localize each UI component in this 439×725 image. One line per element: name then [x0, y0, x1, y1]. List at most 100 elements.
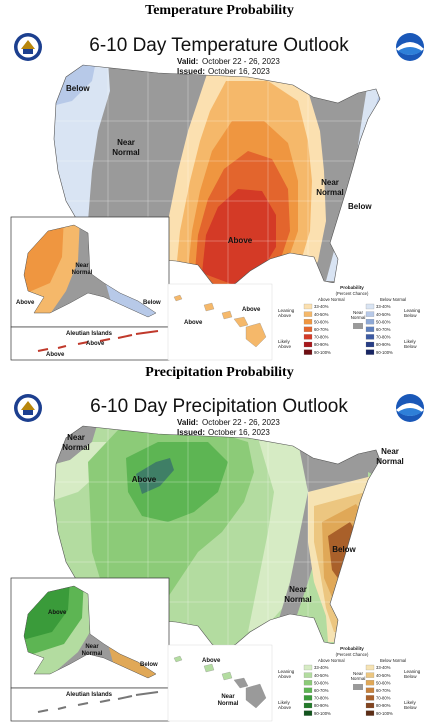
- legend-swatch-left-2: [303, 680, 313, 686]
- legend-range-right-5: 80-90%: [376, 703, 391, 708]
- legend-title: Probability: [340, 646, 364, 651]
- legend-range-left-2: 50-60%: [314, 680, 329, 685]
- legend-likely-left: Likely Above: [278, 339, 291, 349]
- legend-likely-right: Likely Below: [404, 339, 417, 349]
- temperature-legend: Probability (Percent Chance) Above Norma…: [276, 283, 429, 359]
- ak-temp-label-below: Below: [143, 300, 161, 306]
- precipitation-valid-value: October 22 - 26, 2023: [202, 418, 280, 427]
- legend-swatch-right-4: [365, 334, 375, 340]
- legend-col-right: Below Normal: [380, 297, 406, 302]
- legend-swatch-left-6: [303, 710, 313, 716]
- temperature-issued-value: October 16, 2023: [208, 67, 270, 76]
- legend-swatch-left-0: [303, 303, 313, 310]
- legend-swatch-right-6: [365, 710, 375, 716]
- legend-near-swatch: [353, 684, 363, 690]
- legend-range-right-6: 90-100%: [376, 350, 393, 355]
- legend-swatch-left-5: [303, 341, 313, 348]
- legend-range-right-4: 70-80%: [376, 696, 391, 701]
- legend-swatch-left-4: [303, 334, 313, 340]
- temp-label-above-center: Above: [228, 236, 253, 245]
- legend-range-right-3: 60-70%: [376, 327, 391, 332]
- precip-label-near-e: Near Normal: [284, 585, 312, 604]
- legend-range-left-3: 60-70%: [314, 327, 329, 332]
- legend-leaning-left: Leaning Above: [278, 669, 295, 679]
- legend-range-right-0: 33-40%: [376, 304, 391, 309]
- legend-range-left-1: 40-50%: [314, 312, 329, 317]
- precipitation-map-title: 6-10 Day Precipitation Outlook: [90, 396, 348, 417]
- hi-precip-label-near: Near Normal: [218, 694, 239, 707]
- legend-leaning-right: Leaning Below: [404, 669, 421, 679]
- legend-range-left-3: 60-70%: [314, 688, 329, 693]
- temp-label-below-nw: Below: [66, 84, 90, 93]
- legend-title: Probability: [340, 285, 364, 290]
- state-boundaries: [54, 426, 380, 652]
- state-boundaries: [54, 65, 380, 291]
- legend-leaning-right: Leaning Below: [404, 308, 421, 318]
- legend-swatch-left-3: [303, 326, 313, 332]
- legend-range-left-6: 90-100%: [314, 350, 331, 355]
- legend-range-left-2: 50-60%: [314, 319, 329, 324]
- legend-near-label: Near Normal: [351, 671, 366, 681]
- legend-swatch-right-5: [365, 341, 375, 348]
- legend-range-left-6: 90-100%: [314, 711, 331, 716]
- hi-temp-label-above: Above: [242, 307, 261, 313]
- legend-range-right-1: 40-50%: [376, 312, 391, 317]
- legend-col-right: Below Normal: [380, 658, 406, 663]
- legend-swatch-right-5: [365, 702, 375, 709]
- ak-precip-label-below: Below: [140, 662, 158, 668]
- temp-label-near-normal-w: Near Normal: [112, 138, 140, 157]
- precipitation-legend: Probability (Percent Chance) Above Norma…: [276, 644, 429, 720]
- temperature-valid-value: October 22 - 26, 2023: [202, 57, 280, 66]
- temperature-issued-label: Issued:: [177, 67, 205, 76]
- legend-range-left-0: 33-40%: [314, 665, 329, 670]
- legend-range-left-4: 70-80%: [314, 696, 329, 701]
- legend-range-left-4: 70-80%: [314, 335, 329, 340]
- legend-swatch-right-6: [365, 349, 375, 355]
- legend-swatch-left-3: [303, 687, 313, 693]
- noaa-logo-icon: [396, 394, 424, 422]
- aleutian-temp-above: Above: [46, 352, 65, 358]
- legend-range-right-2: 50-60%: [376, 319, 391, 324]
- legend-subtitle: (Percent Chance): [336, 652, 369, 657]
- temperature-section-title: Temperature Probability: [145, 3, 294, 18]
- legend-range-right-5: 80-90%: [376, 342, 391, 347]
- legend-swatch-left-2: [303, 319, 313, 325]
- legend-range-left-1: 40-50%: [314, 673, 329, 678]
- precipitation-valid-label: Valid:: [177, 418, 198, 427]
- legend-swatch-left-5: [303, 702, 313, 709]
- legend-swatch-left-0: [303, 664, 313, 671]
- legend-swatch-right-4: [365, 695, 375, 701]
- ak-precip-label-above: Above: [48, 610, 67, 616]
- temp-label-near-normal-e: Near Normal: [316, 178, 344, 197]
- hi-temp-label-above-2: Above: [184, 320, 203, 326]
- legend-near-swatch: [353, 323, 363, 329]
- legend-range-left-5: 80-90%: [314, 703, 329, 708]
- ak-temp-label-near: Near Normal: [72, 263, 93, 276]
- precipitation-issued-label: Issued:: [177, 428, 205, 437]
- legend-likely-right: Likely Below: [404, 700, 417, 710]
- precip-label-near-nw: Near Normal: [62, 433, 90, 452]
- legend-swatch-right-1: [365, 672, 375, 678]
- legend-range-left-5: 80-90%: [314, 342, 329, 347]
- aleutian-inset: Aleutian Islands Above Above: [10, 326, 170, 361]
- legend-col-left: Above Normal: [318, 297, 345, 302]
- ak-precip-label-near: Near Normal: [82, 644, 103, 657]
- legend-range-right-3: 60-70%: [376, 688, 391, 693]
- legend-likely-left: Likely Above: [278, 700, 291, 710]
- legend-swatch-left-1: [303, 311, 313, 317]
- legend-subtitle: (Percent Chance): [336, 291, 369, 296]
- legend-swatch-right-1: [365, 311, 375, 317]
- legend-swatch-left-1: [303, 672, 313, 678]
- hawaii-inset: Above Above: [167, 283, 273, 361]
- ak-temp-label-above: Above: [16, 300, 35, 306]
- temp-label-below-e: Below: [348, 202, 372, 211]
- doc-seal-icon: [14, 394, 42, 422]
- legend-range-right-1: 40-50%: [376, 673, 391, 678]
- legend-swatch-left-6: [303, 349, 313, 355]
- temperature-valid-label: Valid:: [177, 57, 198, 66]
- temperature-map-title: 6-10 Day Temperature Outlook: [89, 35, 349, 56]
- legend-swatch-right-0: [365, 303, 375, 310]
- precip-label-above-n: Above: [132, 475, 157, 484]
- precipitation-issued-value: October 16, 2023: [208, 428, 270, 437]
- noaa-logo-icon: [396, 33, 424, 61]
